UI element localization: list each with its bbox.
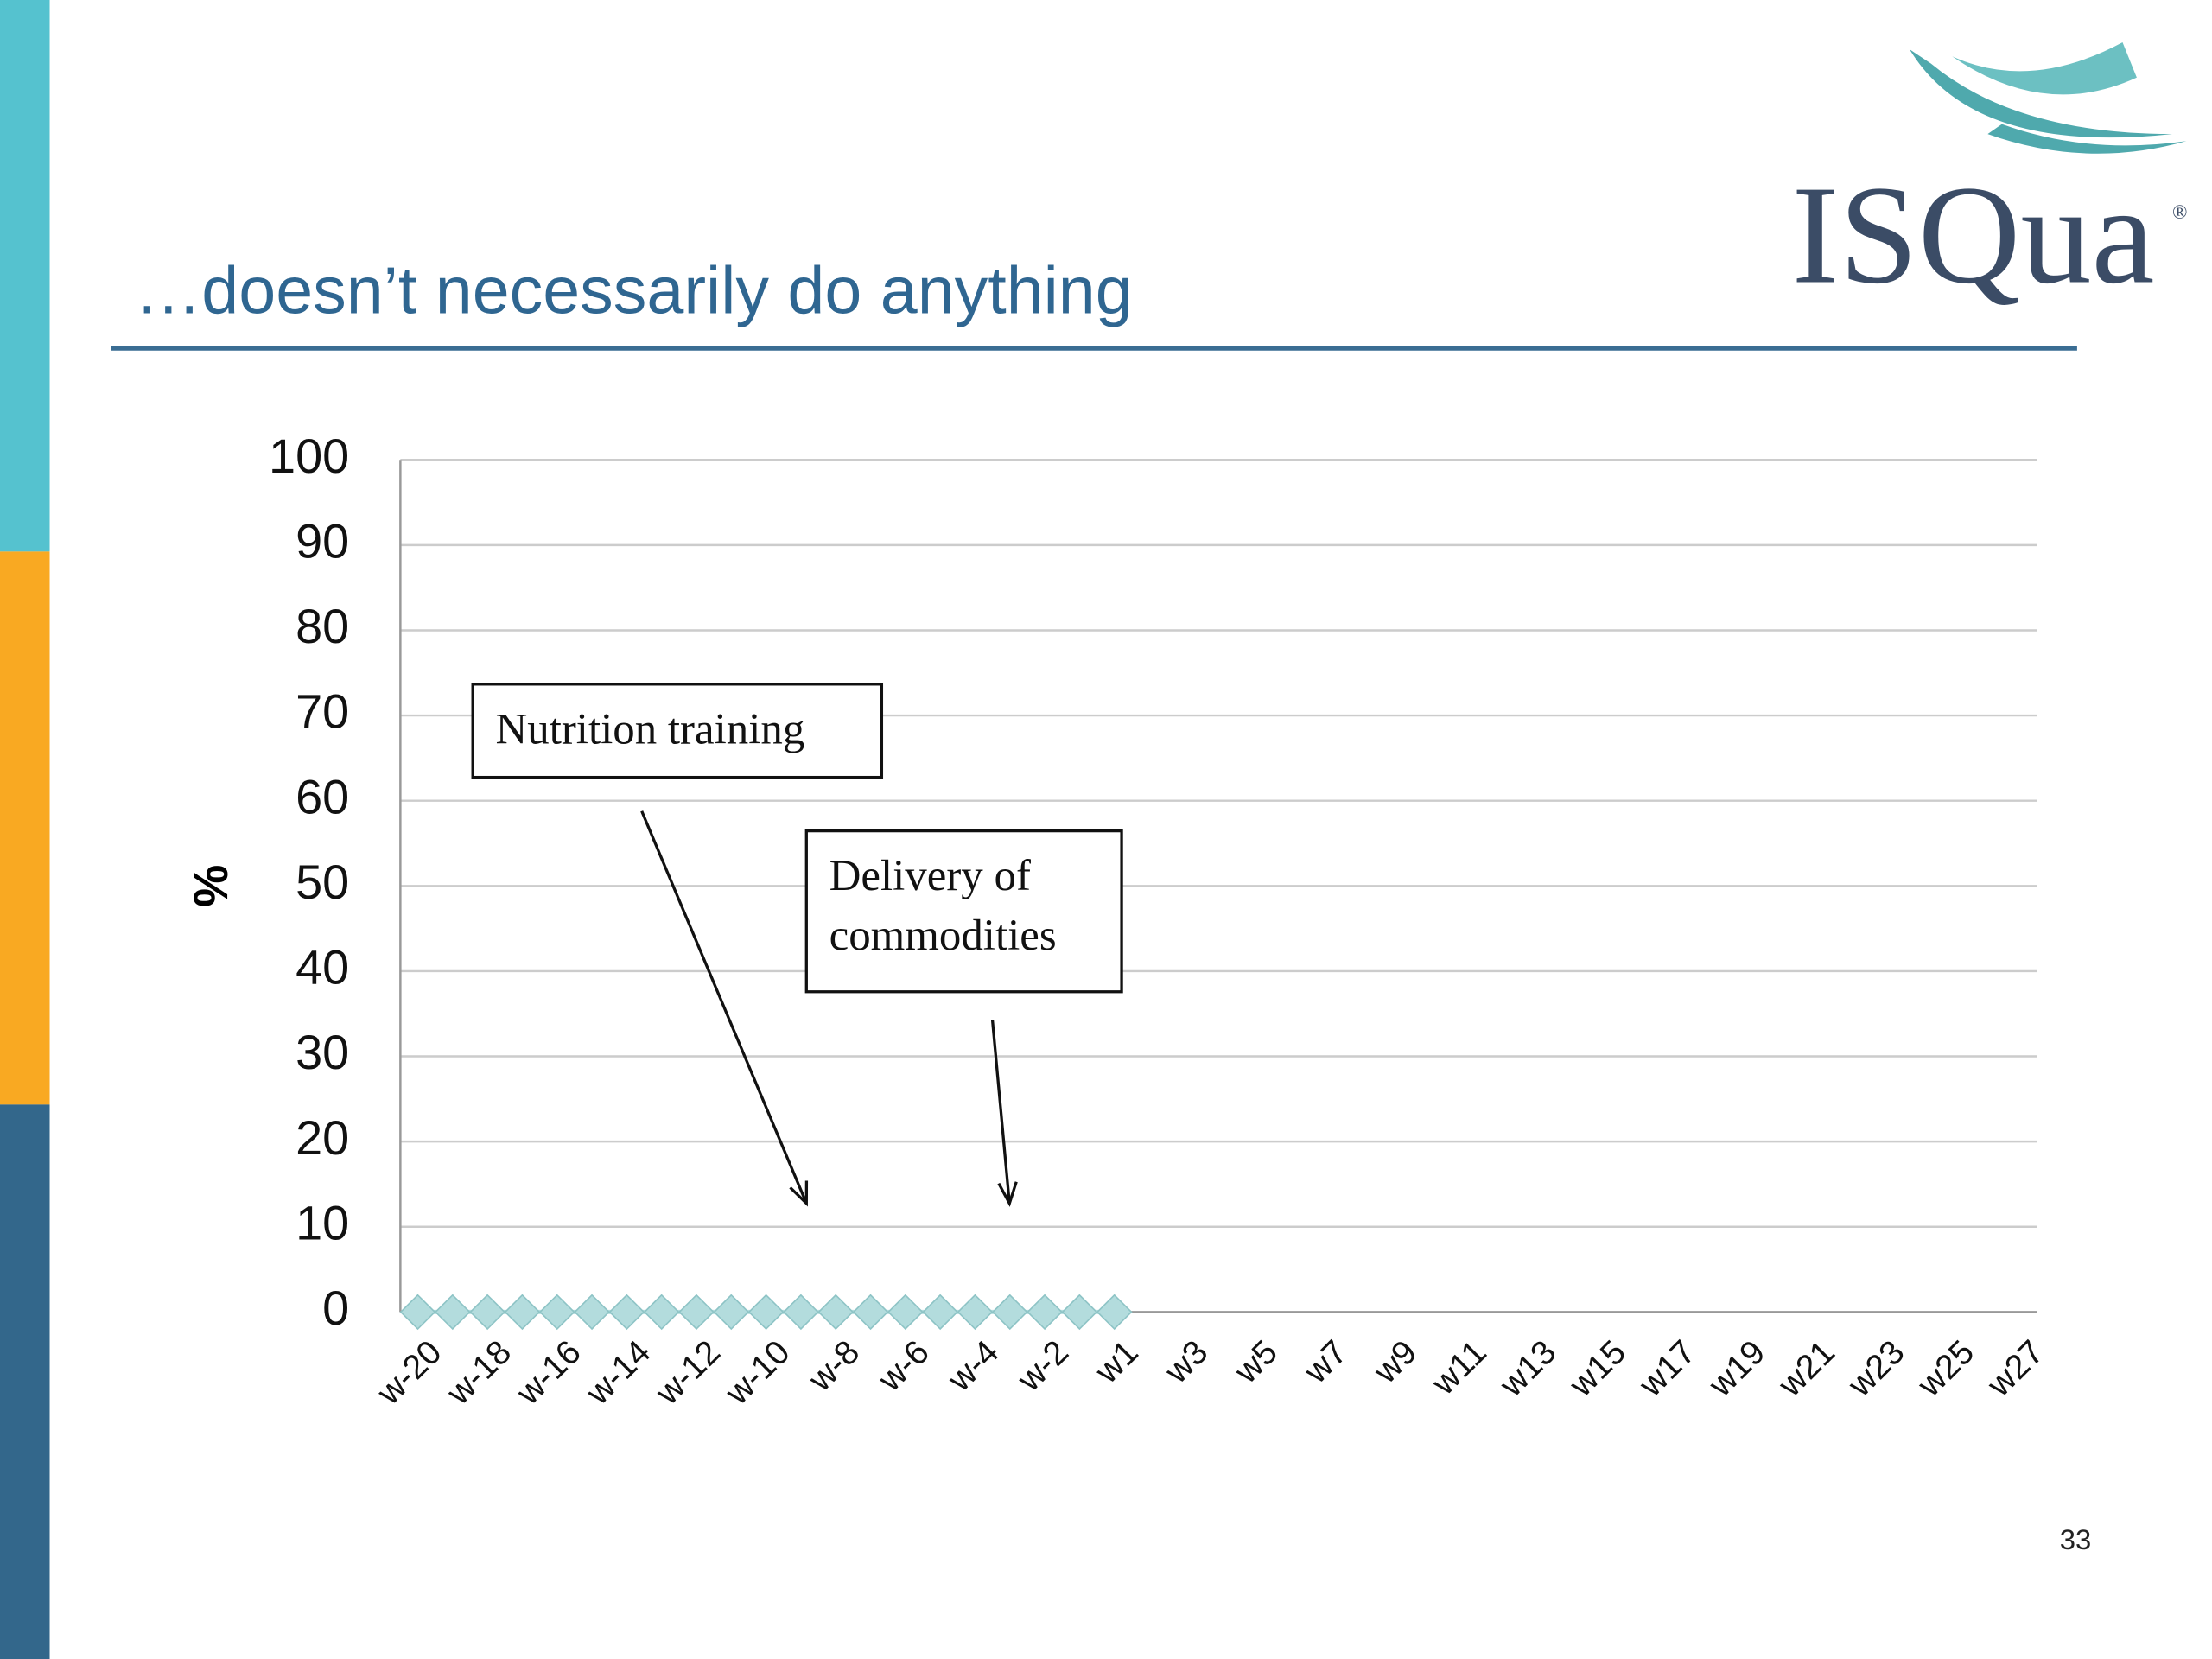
logo-swoosh	[1952, 41, 2137, 95]
data-point	[574, 1294, 610, 1331]
data-point	[643, 1294, 680, 1331]
x-tick-label: w5	[1226, 1333, 1285, 1391]
data-point	[1027, 1294, 1063, 1331]
y-tick-label: 10	[296, 1197, 349, 1250]
y-tick-label: 0	[322, 1281, 349, 1335]
x-tick-label: w25	[1910, 1333, 1981, 1405]
data-point	[469, 1294, 506, 1331]
page-number: 33	[2060, 1523, 2092, 1555]
x-tick-label: w11	[1424, 1333, 1494, 1402]
arrow-head	[997, 1181, 1018, 1207]
logo-swoosh	[1987, 124, 2187, 154]
annotation-arrow	[640, 810, 808, 1205]
x-tick-label: w17	[1631, 1333, 1703, 1405]
x-tick-label: w1	[1087, 1333, 1146, 1391]
x-tick-label: w21	[1770, 1333, 1842, 1405]
data-point	[434, 1294, 471, 1331]
data-point	[852, 1294, 889, 1331]
annotation-arrow	[990, 1020, 1011, 1204]
arrow-head	[789, 1180, 809, 1207]
data-point	[991, 1294, 1028, 1331]
logo: ISQua ®	[1792, 41, 2187, 313]
data-point	[504, 1294, 541, 1331]
logo-text: ISQua	[1792, 157, 2155, 313]
data-point	[922, 1294, 959, 1331]
x-tick-label: w19	[1700, 1333, 1772, 1405]
x-tick-label: w13	[1491, 1333, 1563, 1405]
annotation-text: commodities	[830, 911, 1057, 959]
data-point	[817, 1294, 855, 1331]
annotation-box	[804, 830, 1123, 994]
x-tick-label: w27	[1980, 1333, 2051, 1405]
x-tick-label: w-14	[578, 1333, 658, 1413]
side-bar	[0, 551, 50, 1105]
x-tick-label: w-4	[940, 1333, 1007, 1399]
data-point	[678, 1294, 715, 1331]
x-tick-label: w-18	[439, 1333, 518, 1413]
x-tick-label: w3	[1157, 1333, 1216, 1391]
x-tick-label: w7	[1296, 1333, 1355, 1391]
y-tick-label: 70	[296, 685, 349, 739]
data-point	[957, 1294, 994, 1331]
x-tick-label: w23	[1840, 1333, 1912, 1405]
x-tick-label: w-2	[1009, 1333, 1076, 1399]
y-tick-label: 40	[296, 941, 349, 995]
x-tick-label: w-10	[717, 1333, 797, 1413]
slide-title: …doesn’t necessarily do anything	[135, 254, 1133, 328]
side-bar	[0, 1104, 50, 1659]
y-tick-label: 60	[296, 771, 349, 824]
data-point	[1061, 1294, 1098, 1331]
data-point	[399, 1294, 436, 1331]
logo-mark: ®	[2172, 201, 2187, 223]
data-point	[783, 1294, 819, 1331]
y-tick-label: 100	[269, 429, 349, 483]
y-tick-label: 20	[296, 1111, 349, 1165]
x-tick-label: w-20	[369, 1333, 448, 1413]
y-tick-label: 90	[296, 515, 349, 569]
y-axis-label: %	[184, 865, 238, 907]
x-tick-label: w-8	[800, 1333, 867, 1399]
annotation-text: Nutrition training	[495, 705, 804, 753]
logo-swoosh	[1910, 49, 2172, 138]
annotation-text: Delivery of	[830, 851, 1031, 899]
x-tick-label: w-12	[648, 1333, 728, 1413]
data-point	[713, 1294, 750, 1331]
data-point	[1096, 1294, 1133, 1331]
data-point	[538, 1294, 575, 1331]
data-point	[887, 1294, 924, 1331]
data-point	[608, 1294, 645, 1331]
x-tick-label: w-16	[509, 1333, 588, 1413]
x-tick-label: w-6	[870, 1333, 937, 1399]
y-tick-label: 30	[296, 1026, 349, 1079]
side-bar	[0, 0, 50, 552]
x-tick-label: w15	[1561, 1333, 1633, 1405]
y-tick-label: 50	[296, 855, 349, 909]
data-point	[747, 1294, 785, 1331]
y-tick-label: 80	[296, 600, 349, 653]
annotation-box	[471, 683, 884, 779]
x-tick-label: w9	[1366, 1333, 1425, 1391]
